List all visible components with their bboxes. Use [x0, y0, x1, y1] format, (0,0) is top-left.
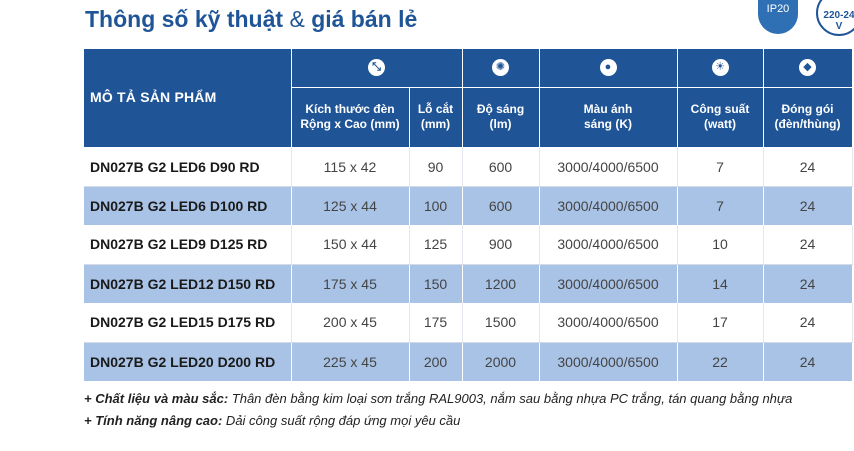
cell-size: 200 x 45	[291, 303, 410, 343]
table-row: DN027B G2 LED20 D200 RD 225 x 45 200 200…	[84, 342, 853, 381]
table-row: DN027B G2 LED15 D175 RD 200 x 45 175 150…	[84, 303, 853, 343]
cell-packing: 24	[763, 303, 853, 343]
cell-cutout: 100	[409, 186, 463, 225]
cell-packing: 24	[763, 342, 853, 381]
cell-brightness: 1500	[462, 303, 540, 343]
header-icon-size: ⤡	[291, 49, 463, 88]
cell-power: 14	[677, 264, 764, 303]
voltage-badge: 220-24 V	[816, 0, 854, 36]
table-row: DN027B G2 LED6 D90 RD 115 x 42 90 600 30…	[84, 147, 853, 187]
cell-cutout: 200	[409, 342, 463, 381]
cell-brightness: 600	[462, 186, 540, 225]
header-icon-color: ●	[539, 49, 678, 88]
table-body: DN027B G2 LED6 D90 RD 115 x 42 90 600 30…	[84, 147, 853, 381]
cell-color-temperature: 3000/4000/6500	[539, 225, 678, 265]
note-features-text: Dải công suất rộng đáp ứng mọi yêu cầu	[222, 413, 461, 428]
header-icon-brightness: ✺	[462, 49, 540, 88]
cell-brightness: 1200	[462, 264, 540, 303]
table-row: DN027B G2 LED6 D100 RD 125 x 44 100 600 …	[84, 186, 853, 225]
note-material: + Chất liệu và màu sắc: Thân đèn bằng ki…	[84, 391, 792, 406]
palette-icon: ●	[599, 59, 617, 77]
cell-size: 125 x 44	[291, 186, 410, 225]
cell-power: 7	[677, 147, 764, 187]
note-features: + Tính năng nâng cao: Dải công suất rộng…	[84, 413, 460, 428]
product-name: DN027B G2 LED6 D100 RD	[84, 186, 292, 225]
header-brightness: Độ sáng (lm)	[462, 87, 540, 148]
product-name: DN027B G2 LED12 D150 RD	[84, 264, 292, 303]
note-material-label: + Chất liệu và màu sắc:	[84, 391, 229, 406]
cell-size: 115 x 42	[291, 147, 410, 187]
table-header-icon-row: MÔ TẢ SẢN PHẨM ⤡ ✺ ● ☀ ◆	[84, 49, 853, 148]
cell-color-temperature: 3000/4000/6500	[539, 186, 678, 225]
header-packing: Đóng gói (đèn/thùng)	[763, 87, 853, 148]
cell-packing: 24	[763, 225, 853, 265]
header-cutout: Lỗ cắt (mm)	[409, 87, 463, 148]
header-color-temperature: Màu ánh sáng (K)	[539, 87, 678, 148]
title-amp: &	[289, 6, 305, 32]
cell-cutout: 90	[409, 147, 463, 187]
cell-cutout: 175	[409, 303, 463, 343]
note-material-text: Thân đèn bằng kim loại sơn trắng RAL9003…	[228, 391, 793, 406]
cell-size: 225 x 45	[291, 342, 410, 381]
header-icon-power: ☀	[677, 49, 764, 88]
header-product-description: MÔ TẢ SẢN PHẨM	[84, 49, 292, 148]
product-name: DN027B G2 LED15 D175 RD	[84, 303, 292, 343]
product-name: DN027B G2 LED20 D200 RD	[84, 342, 292, 381]
bulb-icon: ☀	[711, 59, 729, 77]
note-features-label: + Tính năng nâng cao:	[84, 413, 223, 428]
cell-brightness: 600	[462, 147, 540, 187]
product-name: DN027B G2 LED9 D125 RD	[84, 225, 292, 265]
resize-icon: ⤡	[368, 59, 385, 77]
title-main: Thông số kỹ thuật	[85, 6, 284, 32]
cell-size: 175 x 45	[291, 264, 410, 303]
title-rest: giá bán lẻ	[311, 6, 418, 32]
ip-rating-badge: IP20	[758, 0, 798, 34]
cell-power: 22	[677, 342, 764, 381]
cell-color-temperature: 3000/4000/6500	[539, 147, 678, 187]
cell-power: 7	[677, 186, 764, 225]
product-name: DN027B G2 LED6 D90 RD	[84, 147, 292, 187]
cell-packing: 24	[763, 147, 853, 187]
header-power: Công suất (watt)	[677, 87, 764, 148]
cell-power: 17	[677, 303, 764, 343]
cell-cutout: 150	[409, 264, 463, 303]
cell-packing: 24	[763, 264, 853, 303]
table-header-label-row: Kích thước đèn Rộng x Cao (mm) Lỗ cắt (mm)…	[84, 87, 853, 148]
cell-power: 10	[677, 225, 764, 265]
cell-cutout: 125	[409, 225, 463, 265]
cell-packing: 24	[763, 186, 853, 225]
cell-color-temperature: 3000/4000/6500	[539, 264, 678, 303]
page-title: Thông số kỹ thuật & giá bán lẻ	[85, 6, 417, 33]
cell-size: 150 x 44	[291, 225, 410, 265]
brightness-icon: ✺	[492, 59, 509, 77]
cell-color-temperature: 3000/4000/6500	[539, 342, 678, 381]
cell-color-temperature: 3000/4000/6500	[539, 303, 678, 343]
cell-brightness: 900	[462, 225, 540, 265]
header-icon-packing: ◆	[763, 49, 853, 88]
table-row: DN027B G2 LED9 D125 RD 150 x 44 125 900 …	[84, 225, 853, 265]
table-row: DN027B G2 LED12 D150 RD 175 x 45 150 120…	[84, 264, 853, 303]
spec-table: MÔ TẢ SẢN PHẨM ⤡ ✺ ● ☀ ◆ Kích thước đèn R…	[84, 49, 853, 381]
header-size: Kích thước đèn Rộng x Cao (mm)	[291, 87, 410, 148]
cell-brightness: 2000	[462, 342, 540, 381]
voltage-label: 220-24 V	[823, 10, 854, 32]
box-icon: ◆	[799, 59, 816, 77]
